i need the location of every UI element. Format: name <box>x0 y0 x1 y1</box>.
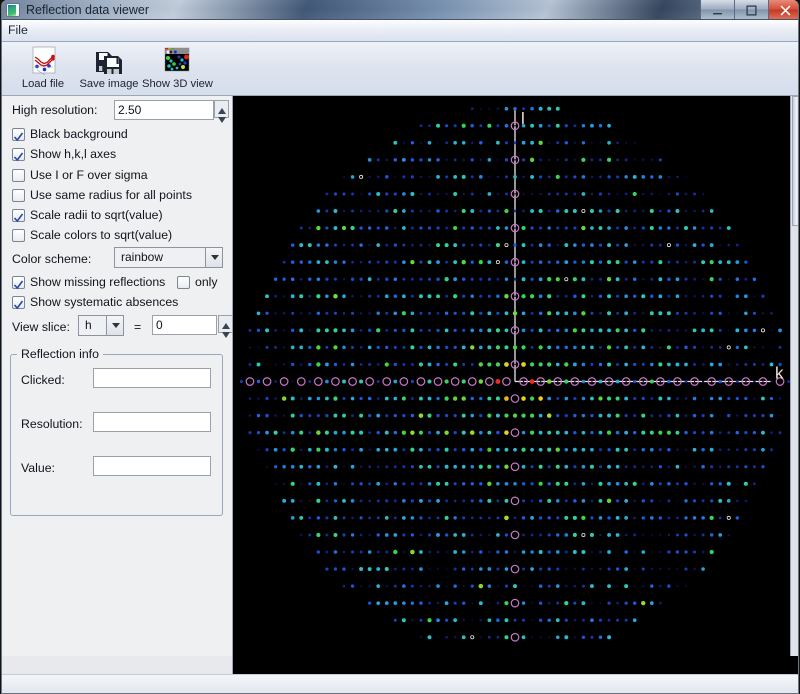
svg-text:k: k <box>775 364 784 383</box>
svg-text:l: l <box>521 109 525 128</box>
